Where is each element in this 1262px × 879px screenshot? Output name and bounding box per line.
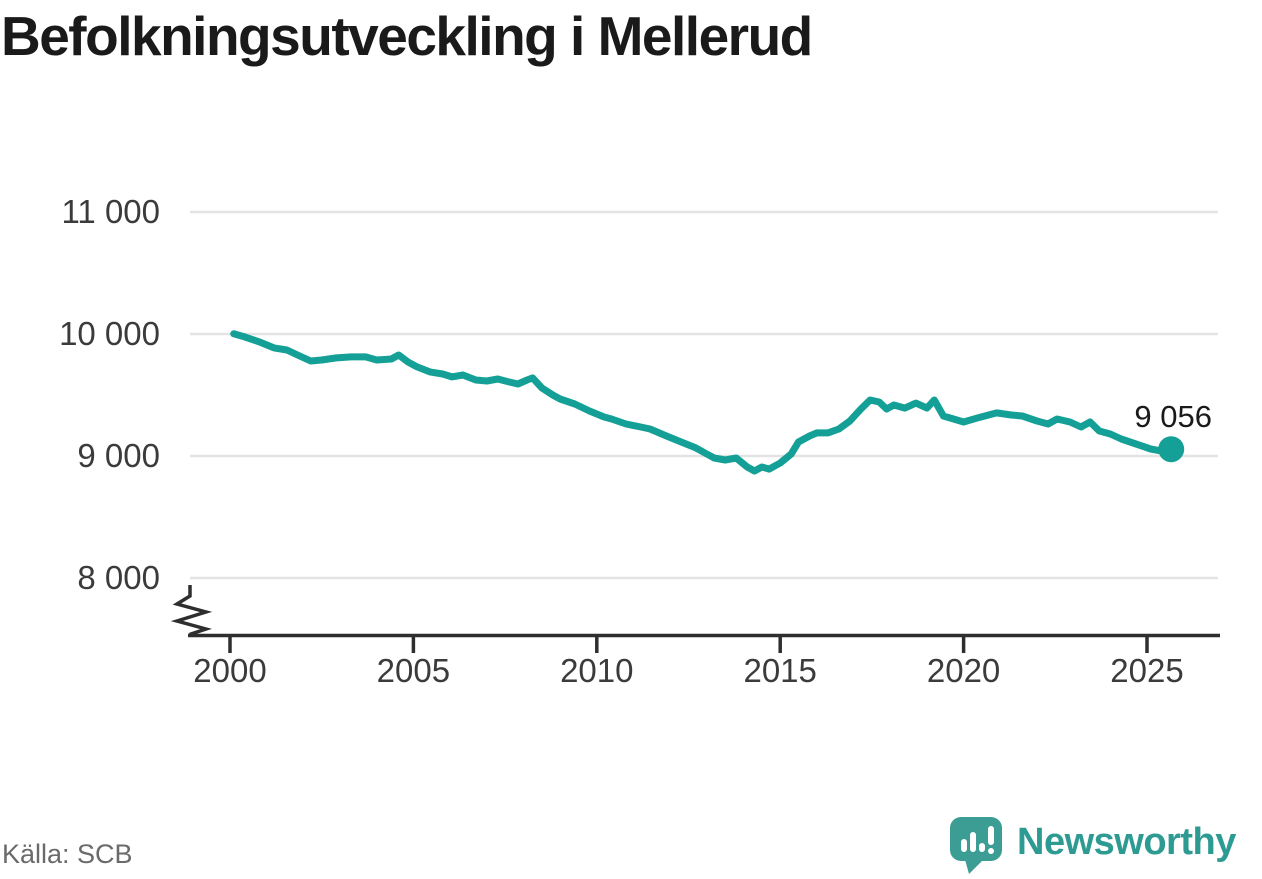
x-tick-label: 2025 [1110,652,1184,689]
last-point-marker [1158,436,1185,463]
x-tick-label: 2005 [376,652,451,689]
newsworthy-wordmark: Newsworthy [1017,821,1236,863]
y-tick-label: 8 000 [77,559,160,596]
y-tick-label: 10 000 [59,315,160,352]
newsworthy-chart-bubble-icon [950,817,1002,874]
x-tick-label: 2000 [193,652,267,689]
x-tick-label: 2015 [743,652,817,689]
newsworthy-logo: Newsworthy [950,817,1236,875]
y-axis-break-icon [170,585,213,637]
source-note: Källa: SCB [2,839,133,869]
last-value-label: 9 056 [1134,399,1212,434]
y-tick-label: 11 000 [61,193,160,230]
x-tick-label: 2010 [560,652,634,689]
population-line [230,330,1175,475]
y-tick-label: 9 000 [77,437,160,474]
x-tick-label: 2020 [926,652,1001,689]
chart-title: Befolkningsutveckling i Mellerud [1,5,813,67]
